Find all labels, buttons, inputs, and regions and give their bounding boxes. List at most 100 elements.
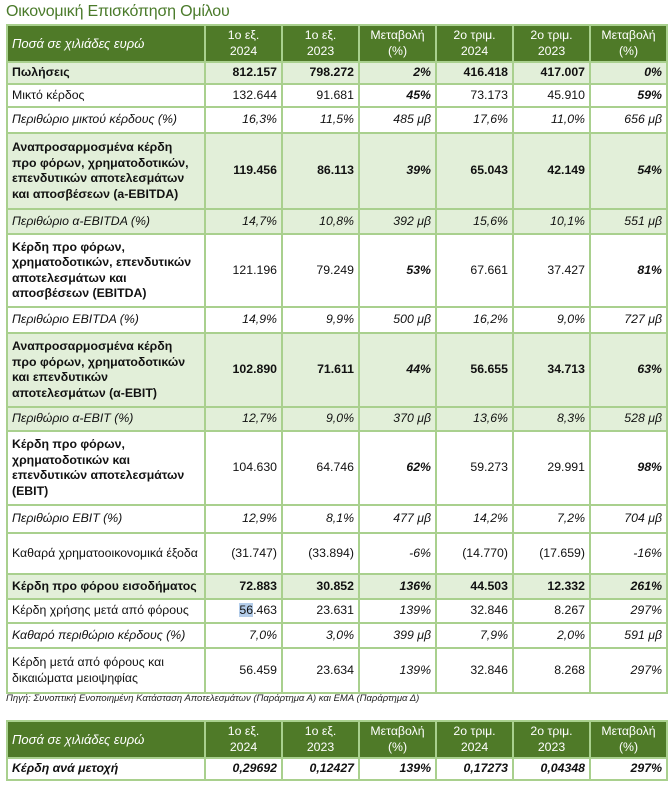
cell-value: 485 μβ — [358, 106, 437, 134]
cell-value: 39% — [358, 132, 437, 210]
cell-value: 34.713 — [512, 332, 591, 408]
table-row: Κέρδη προ φόρου εισοδήματος 72.883 30.852 1… — [6, 573, 668, 600]
cell-value: 261% — [589, 573, 668, 600]
cell-value: 67.661 — [435, 233, 514, 308]
cell-value: (14.770) — [435, 532, 514, 575]
cell-value: 297% — [589, 598, 668, 624]
units-header: Ποσά σε χιλιάδες ευρώ — [6, 24, 206, 63]
cell-value: 45.910 — [512, 83, 591, 108]
cell-value: 42.149 — [512, 132, 591, 210]
cell-value: 102.890 — [204, 332, 283, 408]
column-header: 2ο τριμ. 2023 — [512, 720, 591, 759]
cell-value: 56.655 — [435, 332, 514, 408]
cell-value: 297% — [589, 757, 668, 781]
cell-value: 44.503 — [435, 573, 514, 600]
cell-value: 727 μβ — [589, 306, 668, 334]
cell-value: 91.681 — [281, 83, 360, 108]
row-label: Περιθώριο μικτού κέρδους (%) — [6, 106, 206, 134]
cell-value: (33.894) — [281, 532, 360, 575]
cell-value: 29.991 — [512, 430, 591, 506]
cell-value: 477 μβ — [358, 504, 437, 534]
cell-value: 17,6% — [435, 106, 514, 134]
row-label: Καθαρό περιθώριο κέρδους (%) — [6, 622, 206, 649]
cell-value: 10,1% — [512, 208, 591, 235]
cell-value: 15,6% — [435, 208, 514, 235]
cell-value: 64.746 — [281, 430, 360, 506]
cell-value: 71.611 — [281, 332, 360, 408]
cell-value: 2,0% — [512, 622, 591, 649]
cell-value: 704 μβ — [589, 504, 668, 534]
cell-value: 8.267 — [512, 598, 591, 624]
table-row: Κέρδη χρήσης μετά από φόρους 56.463 23.631… — [6, 598, 668, 624]
cell-value: 56.459 — [204, 647, 283, 694]
table-row: Περιθώριο μικτού κέρδους (%) 16,3% 11,5% 48… — [6, 106, 668, 134]
row-label: Κέρδη ανά μετοχή — [6, 757, 206, 781]
cell-value: 136% — [358, 573, 437, 600]
cell-value: (31.747) — [204, 532, 283, 575]
table-row: Περιθώριο α-EBIT (%) 12,7% 9,0% 370 μβ 13,6%… — [6, 406, 668, 432]
cell-value: 45% — [358, 83, 437, 108]
cell-value: 139% — [358, 598, 437, 624]
table-row: Περιθώριο EBIT (%) 12,9% 8,1% 477 μβ 14,2% 7,… — [6, 504, 668, 534]
cell-value: 9,0% — [281, 406, 360, 432]
cell-value: 0,04348 — [512, 757, 591, 781]
cell-value: 500 μβ — [358, 306, 437, 334]
row-label: Μικτό κέρδος — [6, 83, 206, 108]
page-title: Οικονομική Επισκόπηση Ομίλου — [6, 3, 230, 20]
row-label: Περιθώριο α-EBIT (%) — [6, 406, 206, 432]
row-label: Κέρδη προ φόρων, χρηματοδοτικών, επενδυτ… — [6, 233, 206, 308]
cell-value: 30.852 — [281, 573, 360, 600]
row-label: Περιθώριο EBITDA (%) — [6, 306, 206, 334]
cell-value: 3,0% — [281, 622, 360, 649]
cell-value: 392 μβ — [358, 208, 437, 235]
cell-value: 2% — [358, 61, 437, 85]
cell-value: 98% — [589, 430, 668, 506]
source-note: Πηγή: Συνοπτική Ενοποιημένη Κατάσταση Απ… — [6, 693, 420, 704]
cell-value: 14,9% — [204, 306, 283, 334]
table-row: Κέρδη ανά μετοχή 0,29692 0,12427 139% 0,1727… — [6, 757, 668, 781]
row-label: Καθαρά χρηματοοικονομικά έξοδα — [6, 532, 206, 575]
header-row: Ποσά σε χιλιάδες ευρώ 1ο εξ. 2024 1ο εξ. 2… — [6, 720, 668, 759]
cell-value: 139% — [358, 757, 437, 781]
cell-value: (17.659) — [512, 532, 591, 575]
column-header: Μεταβολή (%) — [358, 24, 437, 63]
cell-value: 121.196 — [204, 233, 283, 308]
cell-value: 8.268 — [512, 647, 591, 694]
cell-value: 32.846 — [435, 598, 514, 624]
cell-value: 12.332 — [512, 573, 591, 600]
cell-value: 56.463 — [204, 598, 283, 624]
cell-value: 79.249 — [281, 233, 360, 308]
cell-value: 104.630 — [204, 430, 283, 506]
cell-value: 14,2% — [435, 504, 514, 534]
cell-value: 72.883 — [204, 573, 283, 600]
row-label: Κέρδη προ φόρων, χρηματοδοτικών και επεν… — [6, 430, 206, 506]
cell-value: 551 μβ — [589, 208, 668, 235]
cell-value: 81% — [589, 233, 668, 308]
cell-value: 656 μβ — [589, 106, 668, 134]
column-header: 2ο τριμ. 2024 — [435, 24, 514, 63]
table-row: Κέρδη προ φόρων, χρηματοδοτικών και επεν… — [6, 430, 668, 506]
cell-value: 7,9% — [435, 622, 514, 649]
table-row: Καθαρό περιθώριο κέρδους (%) 7,0% 3,0% 399 … — [6, 622, 668, 649]
cell-value: 23.631 — [281, 598, 360, 624]
cell-value: 53% — [358, 233, 437, 308]
cell-value: 370 μβ — [358, 406, 437, 432]
column-header: 1ο εξ. 2023 — [281, 24, 360, 63]
cell-value: 0,12427 — [281, 757, 360, 781]
cell-value: 812.157 — [204, 61, 283, 85]
cell-value: 132.644 — [204, 83, 283, 108]
table-row: Αναπροσαρμοσμένα κέρδη προ φόρων, χρηματ… — [6, 332, 668, 408]
cell-value: 62% — [358, 430, 437, 506]
cell-value: 32.846 — [435, 647, 514, 694]
cell-value: 10,8% — [281, 208, 360, 235]
column-header: Μεταβολή (%) — [589, 24, 668, 63]
row-label: Αναπροσαρμοσμένα κέρδη προ φόρων, χρηματ… — [6, 132, 206, 210]
row-label: Κέρδη προ φόρου εισοδήματος — [6, 573, 206, 600]
financial-overview-table: Ποσά σε χιλιάδες ευρώ 1ο εξ. 2024 1ο εξ. 2… — [6, 24, 668, 694]
header-row: Ποσά σε χιλιάδες ευρώ 1ο εξ. 2024 1ο εξ. 2… — [6, 24, 668, 63]
column-header: Μεταβολή (%) — [358, 720, 437, 759]
table-row: Περιθώριο EBITDA (%) 14,9% 9,9% 500 μβ 16,2%… — [6, 306, 668, 334]
cell-value: 0% — [589, 61, 668, 85]
cell-value: 23.634 — [281, 647, 360, 694]
cell-value: 798.272 — [281, 61, 360, 85]
